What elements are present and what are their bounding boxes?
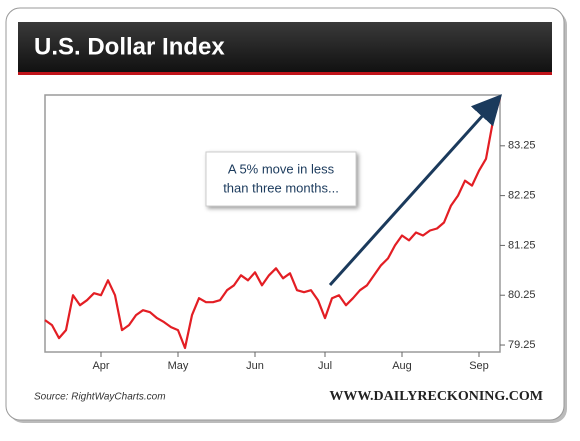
y-tick-label: 83.25	[508, 140, 536, 152]
y-tick-label: 79.25	[508, 339, 536, 351]
x-tick-label: May	[168, 360, 189, 372]
x-tick-label: Jul	[318, 360, 332, 372]
x-tick-label: Apr	[92, 360, 109, 372]
data-line	[44, 97, 502, 350]
y-tick-label: 81.25	[508, 239, 536, 251]
arrow	[328, 94, 503, 287]
source: Source: RightWayCharts.com	[34, 392, 166, 403]
y-tick-label: 80.25	[508, 289, 536, 301]
annotation-box	[205, 151, 357, 207]
header-bar	[18, 22, 552, 72]
header-accent	[18, 72, 552, 75]
x-tick-label: Aug	[392, 360, 412, 372]
x-tick-label: Jun	[246, 360, 264, 372]
x-tick-label: Sep	[469, 360, 489, 372]
annotation: than three months...	[223, 180, 339, 195]
plot-area	[44, 94, 501, 353]
y-tick-label: 82.25	[508, 190, 536, 202]
brand: WWW.DAILYRECKONING.COM	[329, 389, 543, 404]
chart-title: U.S. Dollar Index	[34, 33, 225, 60]
annotation: A 5% move in less	[228, 161, 335, 176]
